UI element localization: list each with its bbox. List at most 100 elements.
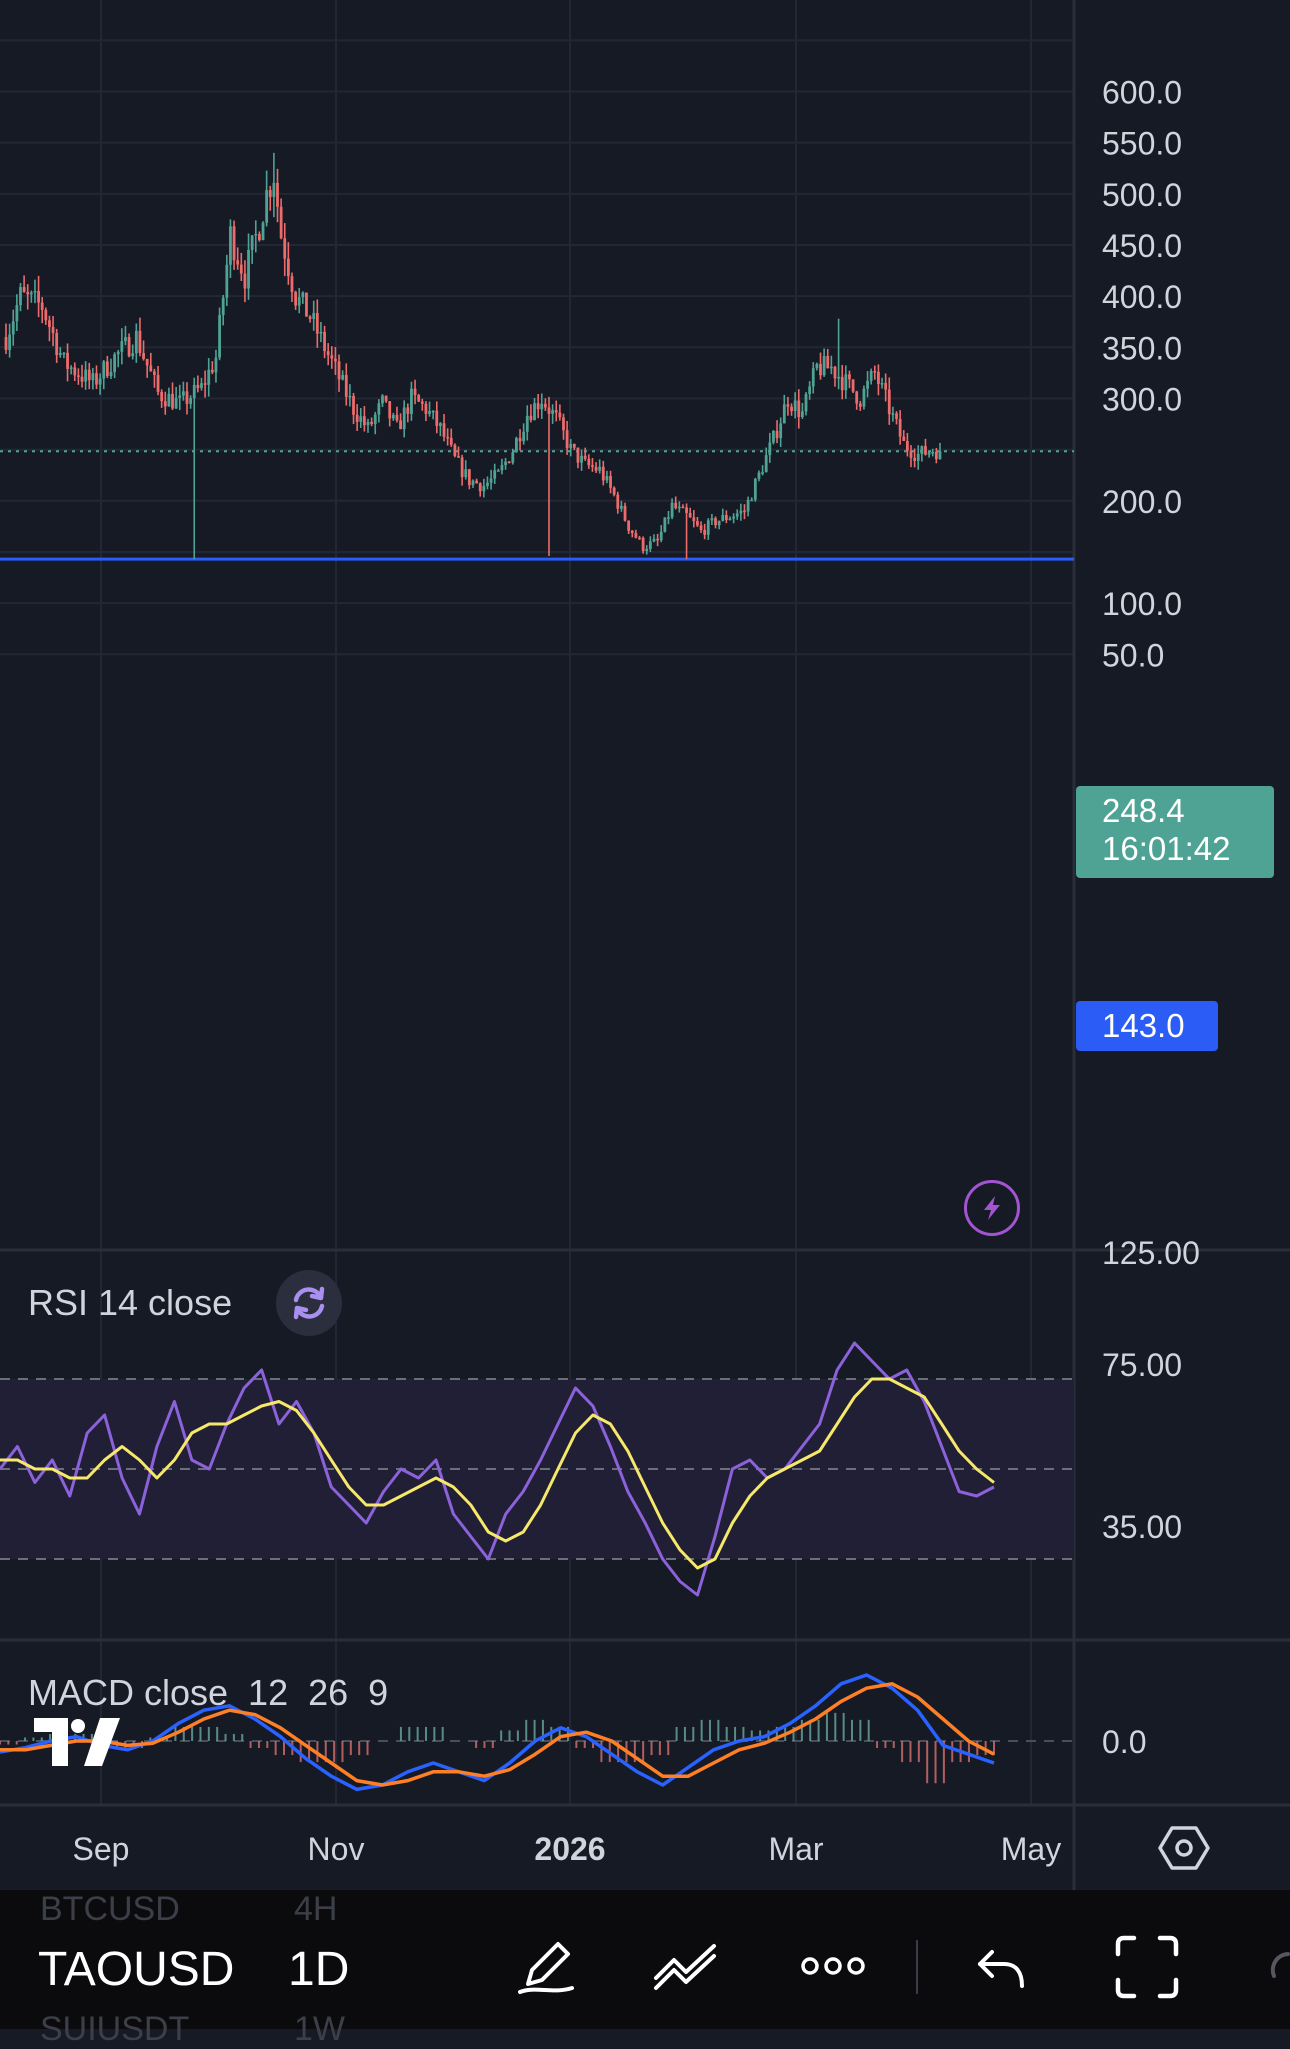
candle-body bbox=[381, 395, 384, 404]
candle-body bbox=[160, 391, 164, 402]
rsi-indicator-label[interactable]: RSI 14 close bbox=[28, 1282, 233, 1323]
trend-line-icon[interactable] bbox=[652, 1938, 724, 1999]
candle-body bbox=[236, 260, 240, 265]
candle-body bbox=[486, 482, 489, 486]
ghost-symbol-below: SUIUSDT bbox=[40, 2010, 190, 2048]
candle-body bbox=[77, 375, 80, 377]
candle-body bbox=[540, 403, 544, 410]
candle-body bbox=[768, 442, 772, 456]
price-tick-label: 550.0 bbox=[1102, 126, 1182, 162]
candle-body bbox=[927, 452, 931, 455]
candle-body bbox=[471, 480, 475, 486]
candle-body bbox=[406, 407, 410, 414]
candle-body bbox=[920, 446, 924, 454]
candle-body bbox=[753, 478, 757, 500]
chart-area[interactable]: 600.0 550.0 500.0 450.0 400.0 350.0 300.0 200.0… bbox=[0, 0, 1290, 1890]
lightning-icon[interactable] bbox=[964, 1180, 1020, 1236]
candle-body bbox=[659, 531, 663, 541]
bottom-toolbar: BTCUSD 4H TAOUSD 1D SUIUSDT 1W bbox=[0, 1890, 1290, 2048]
candle-body bbox=[413, 388, 417, 396]
interval-selector[interactable]: 1D bbox=[288, 1943, 350, 1996]
candle-body bbox=[391, 414, 395, 419]
candle-body bbox=[102, 361, 106, 379]
rsi-tick-label: 75.00 bbox=[1102, 1347, 1182, 1383]
candle-body bbox=[239, 264, 243, 274]
settings-icon[interactable] bbox=[1158, 1822, 1210, 1879]
candle-body bbox=[326, 351, 330, 356]
candle-body bbox=[580, 455, 583, 463]
candle-body bbox=[203, 383, 207, 385]
candle-body bbox=[181, 391, 185, 396]
undo-icon[interactable] bbox=[976, 1946, 1026, 1995]
rsi-series bbox=[0, 1341, 995, 1597]
candle-body bbox=[478, 483, 482, 492]
candle-body bbox=[826, 356, 830, 369]
more-icon[interactable] bbox=[800, 1954, 866, 1983]
candle-body bbox=[620, 505, 623, 509]
candle-body bbox=[167, 393, 171, 407]
candle-body bbox=[44, 309, 48, 321]
candle-body bbox=[276, 182, 279, 207]
candle-body bbox=[822, 356, 826, 376]
macd-tick-label: 0.0 bbox=[1102, 1724, 1146, 1760]
candle-body bbox=[880, 383, 884, 385]
candle-body bbox=[811, 368, 815, 387]
candle-body bbox=[73, 367, 77, 376]
candle-body bbox=[670, 502, 674, 518]
candle-body bbox=[518, 438, 522, 442]
candle-body bbox=[268, 190, 272, 197]
chart-grid bbox=[0, 0, 1290, 1890]
candle-body bbox=[431, 410, 435, 413]
price-tick-label: 600.0 bbox=[1102, 75, 1182, 111]
candle-body bbox=[815, 363, 819, 369]
candle-body bbox=[247, 250, 250, 289]
candle-body bbox=[500, 465, 504, 471]
candle-body bbox=[764, 455, 768, 473]
candle-body bbox=[703, 529, 707, 535]
candle-body bbox=[938, 451, 942, 460]
candle-body bbox=[417, 395, 421, 402]
candle-body bbox=[26, 291, 30, 295]
candle-body bbox=[515, 438, 518, 453]
candle-body bbox=[688, 513, 692, 518]
candle-body bbox=[265, 190, 269, 223]
date-tick-label: May bbox=[1001, 1831, 1061, 1867]
candle-body bbox=[877, 371, 880, 384]
candle-body bbox=[116, 351, 120, 355]
candle-body bbox=[916, 453, 920, 461]
candle-body bbox=[623, 505, 627, 521]
candle-body bbox=[569, 443, 573, 449]
candle-body bbox=[522, 431, 526, 442]
candle-body bbox=[362, 416, 366, 426]
macd-indicator-label[interactable]: MACD close 12 26 9 bbox=[28, 1672, 389, 1713]
tradingview-logo bbox=[34, 1718, 126, 1766]
symbol-selector[interactable]: TAOUSD bbox=[38, 1943, 235, 1996]
candle-body bbox=[710, 518, 714, 521]
candle-body bbox=[55, 333, 59, 356]
candle-body bbox=[142, 353, 145, 359]
ghost-interval-above: 4H bbox=[294, 1890, 338, 1928]
refresh-icon[interactable] bbox=[276, 1270, 342, 1336]
horizontal-line-badge[interactable]: 143.0 bbox=[1076, 1001, 1218, 1051]
candle-body bbox=[410, 388, 413, 414]
candle-body bbox=[225, 264, 229, 298]
candle-body bbox=[37, 291, 40, 303]
candle-body bbox=[453, 444, 457, 457]
candle-body bbox=[449, 437, 453, 445]
candle-body bbox=[525, 415, 529, 432]
candle-body bbox=[869, 370, 873, 381]
candle-body bbox=[95, 373, 98, 385]
candle-body bbox=[887, 389, 891, 415]
candle-body bbox=[634, 532, 638, 538]
candle-body bbox=[87, 369, 91, 381]
price-axis: 600.0 550.0 500.0 450.0 400.0 350.0 300.0 200.0… bbox=[1102, 75, 1182, 674]
fullscreen-icon[interactable] bbox=[1114, 1934, 1180, 2005]
candle-body bbox=[250, 235, 254, 251]
candle-body bbox=[399, 420, 402, 430]
candle-body bbox=[29, 292, 33, 295]
candle-body bbox=[536, 403, 540, 410]
candle-body bbox=[420, 401, 424, 404]
candle-body bbox=[848, 374, 851, 380]
pencil-icon[interactable] bbox=[514, 1934, 578, 2003]
candle-body bbox=[594, 466, 598, 471]
